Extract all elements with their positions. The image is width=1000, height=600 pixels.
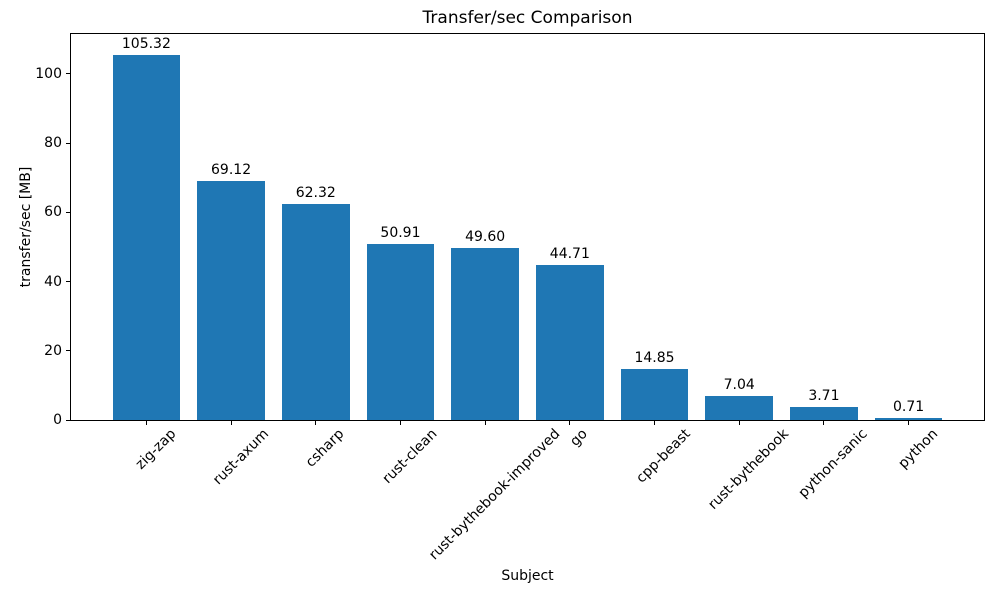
y-tick-label: 100 bbox=[35, 65, 62, 82]
x-tick-label: cpp-beast bbox=[633, 426, 695, 487]
x-tick-label: zig-zap bbox=[132, 426, 180, 473]
bar bbox=[366, 243, 435, 420]
bar-value-label: 14.85 bbox=[634, 349, 675, 366]
bar bbox=[535, 265, 604, 420]
bar-value-label: 49.60 bbox=[465, 229, 506, 246]
bar-value-label: 7.04 bbox=[723, 376, 755, 393]
bar bbox=[197, 180, 265, 420]
y-tick-label: 20 bbox=[44, 342, 62, 359]
bar-value-label: 50.91 bbox=[380, 224, 421, 241]
x-tick-label: rust-axum bbox=[209, 426, 272, 489]
bar bbox=[874, 417, 943, 420]
x-tick-label: rust-bythebook-improved bbox=[426, 426, 564, 564]
bar-value-label: 44.71 bbox=[549, 246, 590, 263]
bar-value-label: 0.71 bbox=[893, 398, 925, 415]
x-tick-label: python bbox=[895, 426, 942, 472]
plot-area: 105.32 69.12 62.32 50.91 49.60 44.71 14.85 7.04… bbox=[70, 33, 985, 421]
x-tick-mark bbox=[569, 421, 571, 425]
x-tick-mark bbox=[654, 421, 656, 425]
bar-value-label: 62.32 bbox=[295, 185, 336, 202]
chart-title: Transfer/sec Comparison bbox=[422, 8, 633, 28]
x-tick-mark bbox=[230, 421, 232, 425]
x-tick-label: python-sanic bbox=[795, 426, 871, 502]
y-tick-label: 80 bbox=[44, 135, 62, 152]
bar bbox=[705, 395, 774, 420]
x-tick-label: go bbox=[567, 426, 592, 450]
bar bbox=[281, 204, 350, 420]
bar bbox=[790, 407, 858, 420]
x-tick-label: csharp bbox=[302, 426, 348, 471]
bar-value-label: 3.71 bbox=[808, 388, 840, 405]
bar bbox=[112, 55, 181, 420]
bar bbox=[451, 248, 520, 420]
x-tick-mark bbox=[315, 421, 317, 425]
y-tick-label: 0 bbox=[53, 412, 62, 428]
bar-value-label: 69.12 bbox=[211, 161, 252, 178]
x-tick-mark bbox=[145, 421, 147, 425]
x-tick-mark bbox=[738, 421, 740, 425]
x-tick-mark bbox=[484, 421, 486, 425]
bar bbox=[620, 368, 689, 420]
x-tick-mark bbox=[823, 421, 825, 425]
bar-value-label: 105.32 bbox=[121, 36, 171, 53]
x-tick-label: rust-clean bbox=[379, 426, 441, 487]
y-axis-label: transfer/sec [MB] bbox=[18, 166, 34, 288]
x-tick-label: rust-bythebook bbox=[705, 426, 793, 513]
x-tick-mark bbox=[908, 421, 910, 425]
x-tick-mark bbox=[399, 421, 401, 425]
x-axis-label: Subject bbox=[501, 568, 554, 584]
